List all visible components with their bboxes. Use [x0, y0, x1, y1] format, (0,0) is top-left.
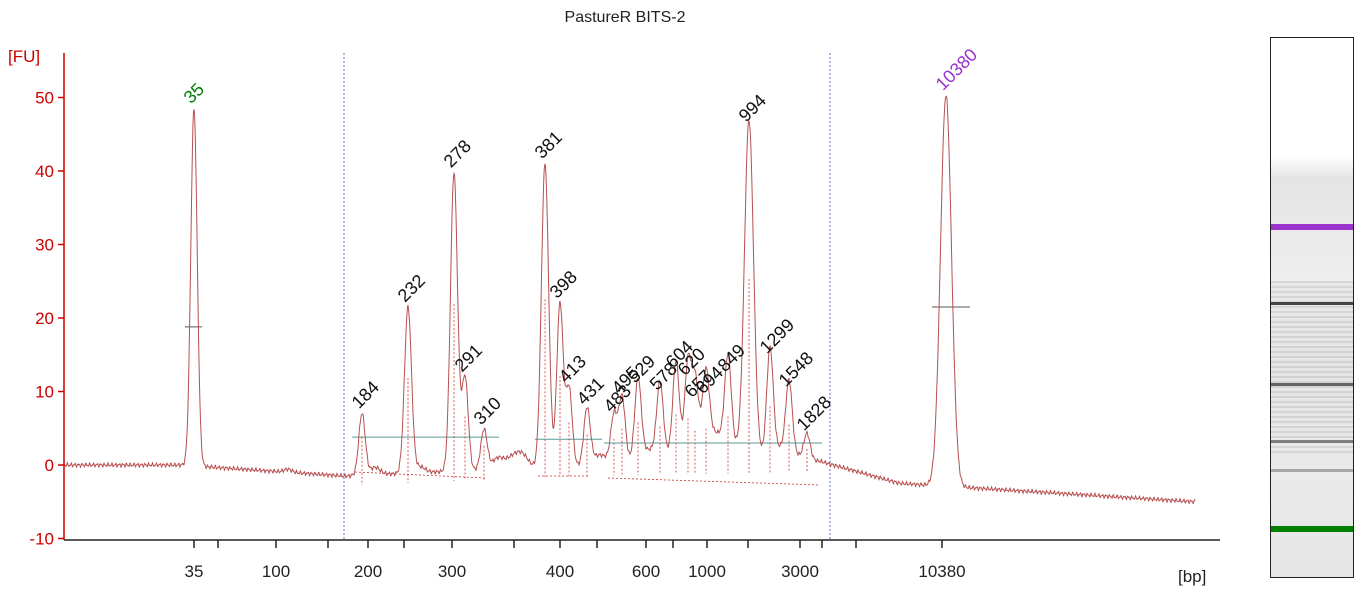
chart-title: PastureR BITS-2: [565, 9, 686, 26]
y-tick-label: 30: [35, 236, 54, 255]
y-tick-label: 50: [35, 89, 54, 108]
y-tick-label: 20: [35, 309, 54, 328]
peak-label-398: 398: [546, 267, 581, 302]
peak-label-1828: 1828: [793, 392, 835, 434]
peak-label-1548: 1548: [775, 348, 817, 390]
x-tick-label: 400: [546, 562, 574, 581]
y-axis-label: [FU]: [8, 47, 40, 66]
peak-label-291: 291: [451, 340, 486, 375]
x-tick-label: 10380: [918, 562, 965, 581]
sizing-window-lines: [343, 53, 831, 540]
x-tick-label: 35: [185, 562, 204, 581]
gel-band-6: [1271, 525, 1353, 532]
x-tick-label: 100: [262, 562, 290, 581]
x-axis-label: [bp]: [1178, 567, 1206, 586]
signal-trace: [63, 95, 1196, 505]
x-tick-label: 1000: [688, 562, 726, 581]
gel-band-5: [1271, 469, 1353, 473]
axes: -10 0 10 20 30 40 50 35 100 200 300 400 600 1000 3000 1…: [29, 53, 1220, 581]
x-tick-label: 600: [632, 562, 660, 581]
gel-band-3: [1271, 382, 1353, 386]
peak-label-35: 35: [180, 79, 208, 107]
x-tick-label: 3000: [781, 562, 819, 581]
peak-label-1299: 1299: [756, 315, 798, 357]
gel-smear: [1271, 280, 1353, 454]
gel-band-4: [1271, 439, 1353, 443]
gel-lane: [1270, 37, 1354, 578]
dropline-base: [354, 471, 821, 486]
peak-dropdown-lines: [354, 279, 821, 486]
peak-label-278: 278: [440, 136, 475, 171]
peak-label-310: 310: [470, 393, 505, 428]
peak-labels: 3518423227829131038139841343148349552957…: [180, 45, 982, 435]
y-tick-label: 10: [35, 383, 54, 402]
peak-label-994: 994: [735, 90, 770, 125]
smear-baselines: [185, 306, 970, 444]
y-tick-label: 40: [35, 162, 54, 181]
gel-band-2: [1271, 302, 1353, 306]
y-tick-label: -10: [29, 530, 54, 549]
peak-label-10380: 10380: [932, 45, 982, 95]
electropherogram-chart: PastureR BITS-2 [FU] [bp] -10 0 10 20 30 40 50…: [8, 9, 1220, 586]
peak-label-184: 184: [348, 377, 383, 412]
peak-label-232: 232: [394, 270, 429, 305]
x-tick-label: 200: [354, 562, 382, 581]
peak-label-381: 381: [531, 127, 566, 162]
gel-band-1: [1271, 223, 1353, 230]
x-tick-label: 300: [438, 562, 466, 581]
y-tick-label: 0: [45, 456, 54, 475]
